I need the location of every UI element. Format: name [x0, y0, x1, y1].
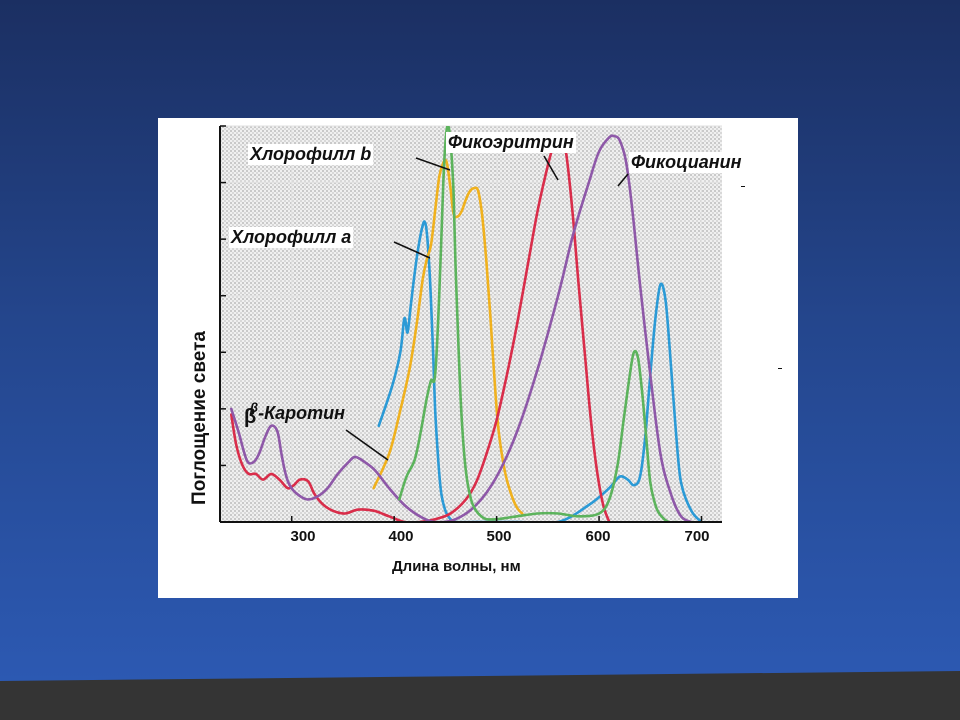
x-tick-label-300: 300	[290, 528, 316, 545]
stray-dash-1	[741, 186, 745, 187]
series-layer	[230, 126, 703, 522]
annotation-phycoerythrin: Фикоэритрин	[446, 132, 576, 153]
stray-dash-2	[778, 368, 782, 369]
plot-background	[220, 126, 722, 522]
leader-carotene	[345, 429, 389, 461]
spectrum-chart	[219, 125, 722, 523]
series-line-3	[230, 134, 693, 522]
carotene-label: -Каротин	[258, 403, 346, 423]
series-line-2	[230, 132, 611, 522]
annotation-carotene: β-Каротин	[248, 400, 347, 424]
leader-phycocyanin	[617, 173, 629, 187]
annotation-chlorophyll-b: Хлорофилл b	[248, 144, 374, 165]
annotation-phycocyanin: Фикоцианин	[629, 152, 744, 173]
leader-phycoerythrin	[543, 155, 559, 181]
x-tick-label-400: 400	[388, 528, 414, 545]
y-axis-label: Поглощение света	[189, 331, 210, 505]
axes	[219, 125, 722, 523]
carotene-beta-symbol: β	[244, 406, 257, 428]
y-axis-label-wrap: Поглощение света	[180, 298, 220, 538]
series-line-4	[398, 126, 678, 522]
x-tick-label-500: 500	[486, 528, 512, 545]
series-line-0	[377, 220, 703, 522]
x-axis-label: Длина волны, нм	[392, 558, 521, 575]
annotation-leaders	[345, 155, 629, 461]
leader-chlorophyll-b	[415, 157, 451, 171]
footer-band	[0, 671, 960, 720]
series-line-1	[372, 158, 524, 515]
grid-lines	[220, 125, 722, 522]
leader-chlorophyll-a	[393, 241, 431, 259]
chart-card: Поглощение света Длина волны, нм 300 400…	[158, 118, 798, 598]
carotene-beta-small: β	[250, 400, 259, 415]
annotation-chlorophyll-a: Хлорофилл a	[229, 227, 354, 248]
x-tick-label-600: 600	[585, 528, 611, 545]
x-tick-label-700: 700	[684, 528, 710, 545]
